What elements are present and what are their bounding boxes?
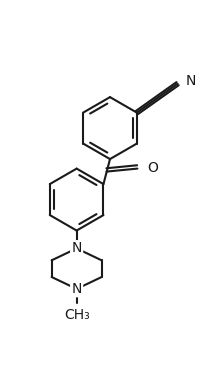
Text: N: N (186, 74, 196, 88)
Text: N: N (72, 241, 82, 256)
Text: O: O (147, 161, 158, 175)
Text: N: N (72, 282, 82, 296)
Text: CH₃: CH₃ (64, 309, 90, 323)
